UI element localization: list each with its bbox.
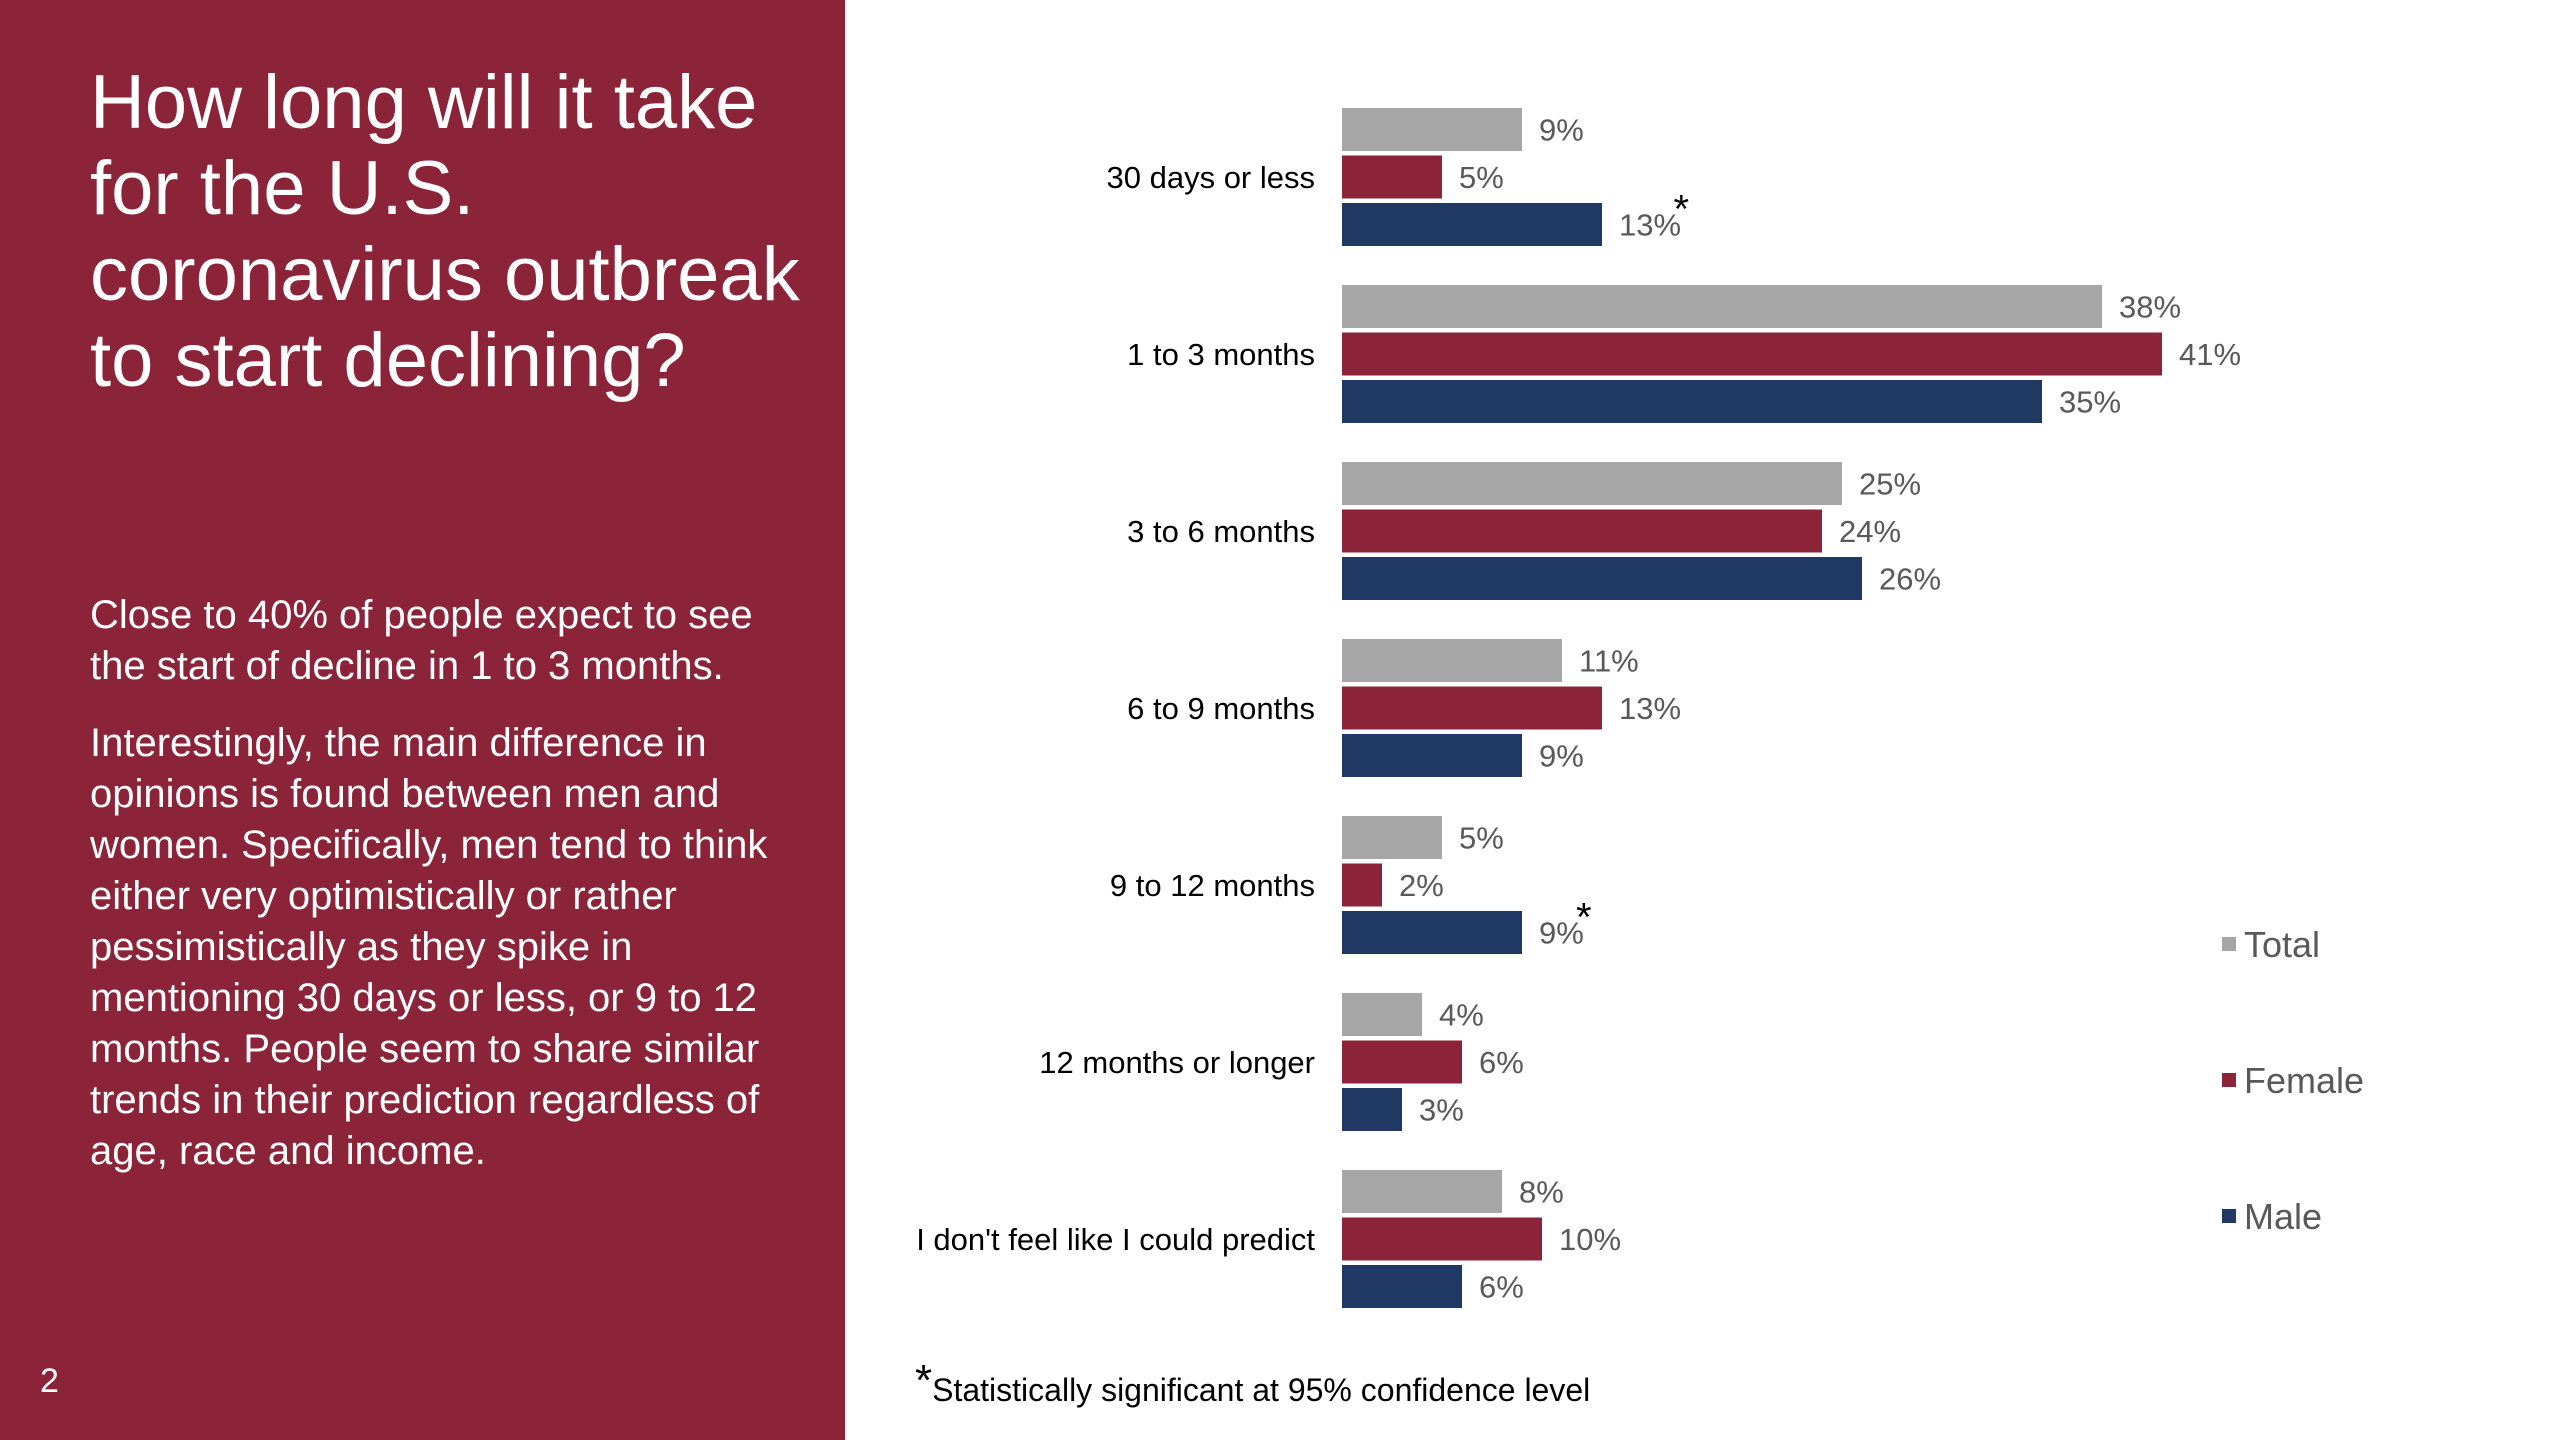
bar-total-6-to-9-months xyxy=(1342,639,1562,682)
legend-label-female: Female xyxy=(2244,1060,2365,1101)
footnote: *Statistically significant at 95% confid… xyxy=(915,1356,1591,1412)
value-label-female-12-months-or-longer: 6% xyxy=(1479,1045,1524,1080)
page-number: 2 xyxy=(40,1362,59,1400)
value-label-total-1-to-3-months: 38% xyxy=(2119,290,2181,325)
value-label-female-i-don-t-feel-like-i-could-predict: 10% xyxy=(1559,1222,1621,1257)
value-label-total-6-to-9-months: 11% xyxy=(1579,644,1639,679)
value-label-male-9-to-12-months: 9% xyxy=(1539,916,1584,951)
bar-female-1-to-3-months xyxy=(1342,332,2162,376)
category-label-9-to-12-months: 9 to 12 months xyxy=(1110,868,1315,903)
legend-item-total: Total xyxy=(2222,924,2320,966)
significance-marker-male-30-days-or-less: * xyxy=(1674,188,1690,232)
bar-total-3-to-6-months xyxy=(1342,462,1842,505)
bar-male-30-days-or-less xyxy=(1342,203,1602,246)
value-label-total-12-months-or-longer: 4% xyxy=(1439,998,1484,1033)
bar-male-9-to-12-months xyxy=(1342,911,1522,954)
category-label-6-to-9-months: 6 to 9 months xyxy=(1127,691,1315,726)
category-label-12-months-or-longer: 12 months or longer xyxy=(1039,1045,1315,1080)
category-label-i-don-t-feel-like-i-could-predict: I don't feel like I could predict xyxy=(916,1222,1315,1257)
value-label-total-9-to-12-months: 5% xyxy=(1459,821,1504,856)
bar-total-12-months-or-longer xyxy=(1342,993,1422,1036)
bar-male-12-months-or-longer xyxy=(1342,1088,1402,1131)
value-label-total-30-days-or-less: 9% xyxy=(1539,113,1584,148)
bar-male-1-to-3-months xyxy=(1342,380,2042,423)
value-label-female-3-to-6-months: 24% xyxy=(1839,514,1901,549)
category-label-30-days-or-less: 30 days or less xyxy=(1107,160,1316,195)
legend-swatch-total xyxy=(2222,937,2236,952)
slide-title: How long will it take for the U.S. coron… xyxy=(90,60,800,403)
bar-female-i-don-t-feel-like-i-could-predict xyxy=(1342,1217,1542,1261)
detail-paragraph: Interestingly, the main difference in op… xyxy=(90,721,768,1173)
legend-label-total: Total xyxy=(2244,924,2321,965)
footnote-text: Statistically significant at 95% confide… xyxy=(932,1372,1591,1408)
bar-male-i-don-t-feel-like-i-could-predict xyxy=(1342,1265,1462,1308)
bar-total-9-to-12-months xyxy=(1342,816,1442,859)
value-label-male-i-don-t-feel-like-i-could-predict: 6% xyxy=(1479,1270,1524,1305)
value-label-female-9-to-12-months: 2% xyxy=(1399,868,1444,903)
body-text: Close to 40% of people expect to see the… xyxy=(90,590,810,1203)
value-label-female-1-to-3-months: 41% xyxy=(2179,337,2241,372)
legend-swatch-male xyxy=(2222,1209,2236,1224)
value-label-male-3-to-6-months: 26% xyxy=(1879,562,1941,597)
bar-total-1-to-3-months xyxy=(1342,285,2102,328)
bar-female-3-to-6-months xyxy=(1342,509,1822,553)
legend-swatch-female xyxy=(2222,1073,2236,1088)
value-label-total-i-don-t-feel-like-i-could-predict: 8% xyxy=(1519,1175,1564,1210)
bar-female-12-months-or-longer xyxy=(1342,1040,1462,1084)
left-panel: How long will it take for the U.S. coron… xyxy=(0,0,845,1440)
bar-male-6-to-9-months xyxy=(1342,734,1522,777)
bar-female-6-to-9-months xyxy=(1342,686,1602,730)
bar-female-9-to-12-months xyxy=(1342,863,1382,907)
bar-male-3-to-6-months xyxy=(1342,557,1862,600)
bar-total-i-don-t-feel-like-i-could-predict xyxy=(1342,1170,1502,1213)
footnote-star: * xyxy=(915,1356,933,1405)
legend-item-male: Male xyxy=(2222,1196,2322,1238)
legend-item-female: Female xyxy=(2222,1060,2364,1102)
summary-paragraph: Close to 40% of people expect to see the… xyxy=(90,593,753,688)
value-label-male-30-days-or-less: 13% xyxy=(1619,208,1681,243)
significance-marker-male-9-to-12-months: * xyxy=(1576,896,1592,940)
value-label-male-12-months-or-longer: 3% xyxy=(1419,1093,1464,1128)
category-label-1-to-3-months: 1 to 3 months xyxy=(1127,337,1315,372)
bar-female-30-days-or-less xyxy=(1342,155,1442,199)
value-label-female-6-to-9-months: 13% xyxy=(1619,691,1681,726)
category-label-3-to-6-months: 3 to 6 months xyxy=(1127,514,1315,549)
value-label-male-6-to-9-months: 9% xyxy=(1539,739,1584,774)
value-label-female-30-days-or-less: 5% xyxy=(1459,160,1504,195)
value-label-total-3-to-6-months: 25% xyxy=(1859,467,1921,502)
value-label-male-1-to-3-months: 35% xyxy=(2059,385,2121,420)
bar-total-30-days-or-less xyxy=(1342,108,1522,151)
legend-label-male: Male xyxy=(2244,1196,2323,1237)
